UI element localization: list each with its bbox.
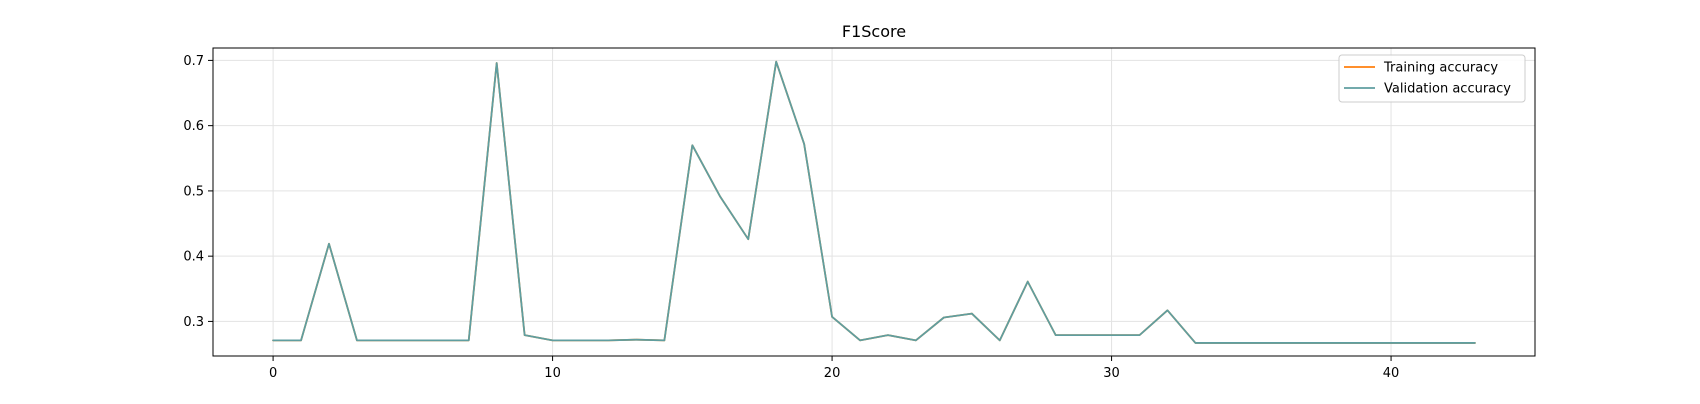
- series-layer: [272, 60, 1476, 344]
- legend-label-training: Training accuracy: [1383, 61, 1498, 76]
- y-tick-label: 0.4: [183, 250, 204, 265]
- y-tick-label: 0.3: [183, 315, 204, 330]
- x-tick-label: 10: [544, 366, 561, 381]
- y-axis: 0.3 0.4 0.5 0.6 0.7: [183, 54, 213, 330]
- plot-frame: [212, 47, 1536, 357]
- x-tick-label: 30: [1103, 366, 1120, 381]
- x-tick-label: 20: [824, 366, 841, 381]
- x-tick-label: 0: [269, 366, 277, 381]
- legend: Training accuracy Validation accuracy: [1338, 54, 1526, 103]
- legend-label-validation: Validation accuracy: [1384, 82, 1511, 97]
- series-line-training: [272, 60, 1476, 344]
- y-tick-label: 0.5: [183, 184, 204, 199]
- legend-box: [1338, 54, 1526, 103]
- x-axis: 0 10 20 30 40: [269, 356, 1399, 381]
- y-tick-label: 0.6: [183, 119, 204, 134]
- grid-layer: [213, 48, 1535, 356]
- x-tick-label: 40: [1383, 366, 1400, 381]
- chart-title: F1Score: [842, 22, 906, 41]
- y-tick-label: 0.7: [183, 54, 204, 69]
- series-line-validation: [272, 60, 1476, 344]
